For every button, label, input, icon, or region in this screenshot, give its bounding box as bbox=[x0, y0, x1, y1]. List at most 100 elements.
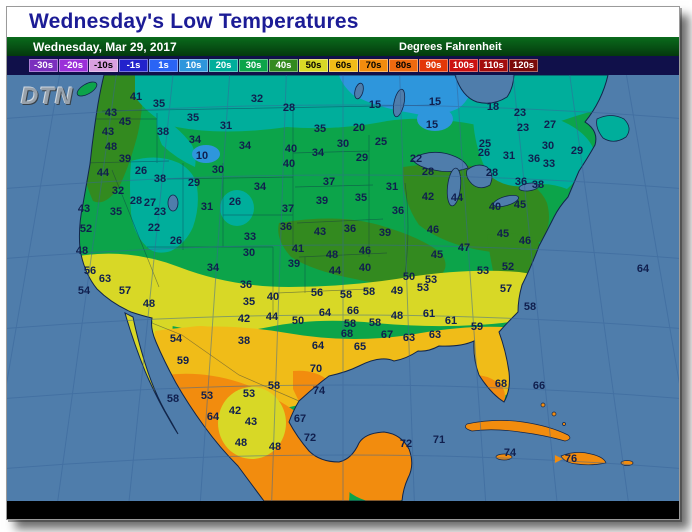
temp-label: 28 bbox=[129, 195, 143, 207]
temp-label: 48 bbox=[390, 310, 404, 322]
temp-label: 48 bbox=[75, 245, 89, 257]
temp-label: 48 bbox=[104, 141, 118, 153]
bahamas-island bbox=[540, 402, 546, 408]
temp-label: 64 bbox=[636, 263, 650, 275]
temp-label: 64 bbox=[311, 340, 325, 352]
temp-label: 33 bbox=[243, 231, 257, 243]
temp-label: 38 bbox=[531, 179, 545, 191]
temp-label: 65 bbox=[353, 341, 367, 353]
legend-item--10s: -10s bbox=[89, 59, 118, 72]
temp-label: 39 bbox=[378, 227, 392, 239]
temp-label: 53 bbox=[424, 274, 438, 286]
legend-item-50s: 50s bbox=[299, 59, 328, 72]
temp-label: 36 bbox=[391, 205, 405, 217]
cuba-island bbox=[465, 420, 571, 442]
temp-label: 26 bbox=[169, 235, 183, 247]
temp-label: 38 bbox=[153, 173, 167, 185]
temp-label: 34 bbox=[311, 147, 325, 159]
temp-label: 40 bbox=[488, 201, 502, 213]
temp-label: 59 bbox=[176, 355, 190, 367]
temp-label: 35 bbox=[109, 206, 123, 218]
temp-label: 72 bbox=[303, 432, 317, 444]
temp-label: 63 bbox=[402, 332, 416, 344]
temp-label: 71 bbox=[432, 434, 446, 446]
temp-label: 53 bbox=[416, 282, 430, 294]
temp-label: 45 bbox=[513, 199, 527, 211]
lake-winnipeg bbox=[392, 88, 406, 118]
temp-label: 44 bbox=[96, 167, 110, 179]
temp-label: 43 bbox=[104, 107, 118, 119]
temp-label: 52 bbox=[79, 223, 93, 235]
temp-label: 40 bbox=[284, 143, 298, 155]
temp-label: 47 bbox=[457, 242, 471, 254]
temp-label: 44 bbox=[265, 311, 279, 323]
temp-label: 29 bbox=[187, 177, 201, 189]
temp-label: 54 bbox=[169, 333, 183, 345]
temp-label: 48 bbox=[142, 298, 156, 310]
temp-label: 40 bbox=[282, 158, 296, 170]
temp-label: 58 bbox=[166, 393, 180, 405]
meridians bbox=[7, 75, 679, 501]
date-bar: Wednesday, Mar 29, 2017 Degrees Fahrenhe… bbox=[7, 37, 679, 56]
temp-label: 42 bbox=[421, 191, 435, 203]
temp-label: 28 bbox=[485, 167, 499, 179]
temp-label: 15 bbox=[368, 99, 382, 111]
temp-labels-layer: 41 35 32 28 15 15 18 23 43 45 35 31 35 20 15 23 27 43 38 34… bbox=[7, 75, 679, 501]
region-40s-east bbox=[402, 164, 549, 253]
temp-label: 34 bbox=[238, 140, 252, 152]
legend-item--30s: -30s bbox=[29, 59, 58, 72]
lake-michigan bbox=[446, 167, 462, 207]
temp-label: 58 bbox=[362, 286, 376, 298]
temp-label: 32 bbox=[111, 185, 125, 197]
temp-label: 46 bbox=[426, 224, 440, 236]
temp-label: 48 bbox=[234, 437, 248, 449]
temp-label: 40 bbox=[266, 291, 280, 303]
temp-label: 57 bbox=[118, 285, 132, 297]
temp-label: 37 bbox=[281, 203, 295, 215]
legend-item--1s: -1s bbox=[119, 59, 148, 72]
temp-label: 74 bbox=[503, 447, 517, 459]
temp-label: 35 bbox=[354, 192, 368, 204]
region-20s-colorado bbox=[220, 190, 254, 226]
temp-label: 30 bbox=[336, 138, 350, 150]
temp-marker-label: 76 bbox=[554, 453, 577, 465]
temp-label: 31 bbox=[385, 181, 399, 193]
temp-label: 35 bbox=[186, 112, 200, 124]
region-60s-arizona bbox=[147, 326, 237, 384]
temp-label: 28 bbox=[282, 102, 296, 114]
temp-label: 44 bbox=[328, 265, 342, 277]
temp-label: 61 bbox=[422, 308, 436, 320]
region-20s-northeast bbox=[473, 113, 595, 189]
temp-label: 43 bbox=[77, 203, 91, 215]
parallels bbox=[7, 104, 679, 469]
temp-label: 27 bbox=[543, 119, 557, 131]
temp-label: 56 bbox=[83, 265, 97, 277]
region-10s-lakes-north bbox=[417, 107, 453, 131]
temp-label: 23 bbox=[513, 107, 527, 119]
legend-item-40s: 40s bbox=[269, 59, 298, 72]
bottom-bar bbox=[7, 501, 679, 519]
temp-label: 39 bbox=[118, 153, 132, 165]
temp-label: 36 bbox=[239, 279, 253, 291]
temp-label: 33 bbox=[542, 158, 556, 170]
legend-item-90s: 90s bbox=[419, 59, 448, 72]
temp-label: 26 bbox=[134, 165, 148, 177]
page-title: Wednesday's Low Temperatures bbox=[29, 10, 359, 33]
title-bar: Wednesday's Low Temperatures bbox=[7, 7, 679, 37]
temp-label: 43 bbox=[244, 416, 258, 428]
region-10s-montana bbox=[192, 145, 220, 163]
temp-label: 37 bbox=[322, 176, 336, 188]
temp-label: 39 bbox=[287, 258, 301, 270]
temp-label: 48 bbox=[268, 441, 282, 453]
temp-label: 42 bbox=[237, 313, 251, 325]
temp-label: 35 bbox=[313, 123, 327, 135]
temp-label: 36 bbox=[279, 221, 293, 233]
temp-label: 45 bbox=[496, 228, 510, 240]
temp-label: 63 bbox=[428, 329, 442, 341]
temp-label: 63 bbox=[98, 273, 112, 285]
temp-label: 32 bbox=[250, 93, 264, 105]
region-20s-great-basin bbox=[130, 157, 198, 253]
temp-arrow-icon bbox=[554, 455, 563, 464]
lake-superior bbox=[411, 151, 469, 172]
legend-item-1s: 1s bbox=[149, 59, 178, 72]
